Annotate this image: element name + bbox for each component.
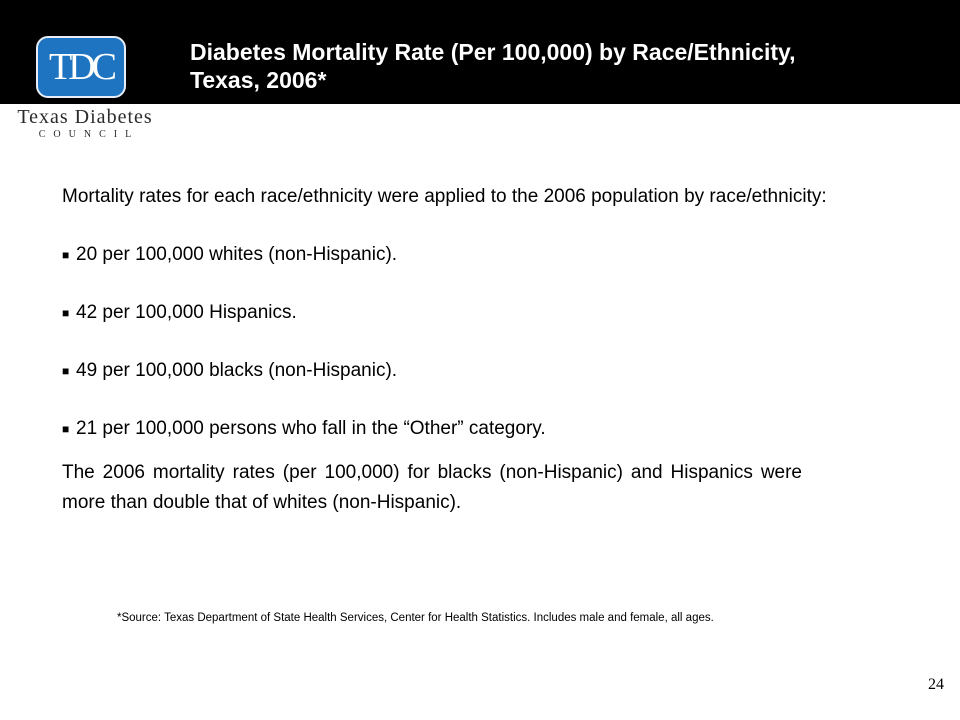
list-item-text: 20 per 100,000 whites (non-Hispanic). <box>76 244 398 265</box>
logo-wordmark: Texas Diabetes COUNCIL <box>6 106 164 142</box>
square-bullet-icon: ■ <box>62 248 70 262</box>
list-item: ■ 21 per 100,000 persons who fall in the… <box>62 414 878 444</box>
title-line-1: Diabetes Mortality Rate (Per 100,000) by… <box>190 39 796 65</box>
tdc-logo: TDC <box>36 36 126 98</box>
square-bullet-icon: ■ <box>62 422 70 436</box>
conclusion-paragraph: The 2006 mortality rates (per 100,000) f… <box>62 462 802 513</box>
rate-list: ■ 20 per 100,000 whites (non-Hispanic). … <box>62 240 878 444</box>
list-item: ■ 49 per 100,000 blacks (non-Hispanic). <box>62 356 878 386</box>
logo-wordmark-line-1: Texas Diabetes <box>17 106 153 128</box>
logo-wordmark-line-2: COUNCIL <box>38 129 140 140</box>
logo-mark: TDC <box>49 46 117 88</box>
list-item-text: 42 per 100,000 Hispanics. <box>76 302 297 323</box>
slide-title: Diabetes Mortality Rate (Per 100,000) by… <box>190 38 930 94</box>
list-item: ■ 42 per 100,000 Hispanics. <box>62 298 878 328</box>
header-bar: TDC Diabetes Mortality Rate (Per 100,000… <box>0 0 960 104</box>
list-item-text: 21 per 100,000 persons who fall in the “… <box>76 418 546 439</box>
page-number: 24 <box>928 676 944 693</box>
square-bullet-icon: ■ <box>62 306 70 320</box>
title-line-2: Texas, 2006* <box>190 67 327 93</box>
source-note: *Source: Texas Department of State Healt… <box>117 612 714 624</box>
slide-body: Mortality rates for each race/ethnicity … <box>62 182 878 518</box>
square-bullet-icon: ■ <box>62 364 70 378</box>
list-item-text: 49 per 100,000 blacks (non-Hispanic). <box>76 360 398 381</box>
list-item: ■ 20 per 100,000 whites (non-Hispanic). <box>62 240 878 270</box>
intro-paragraph: Mortality rates for each race/ethnicity … <box>62 186 827 207</box>
